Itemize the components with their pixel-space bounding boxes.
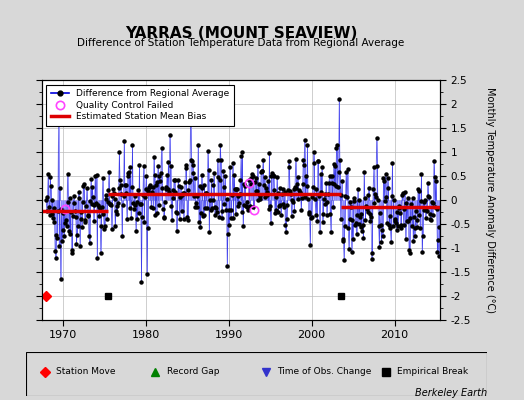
- Y-axis label: Monthly Temperature Anomaly Difference (°C): Monthly Temperature Anomaly Difference (…: [485, 87, 495, 313]
- Text: Empirical Break: Empirical Break: [397, 367, 468, 376]
- Legend: Difference from Regional Average, Quality Control Failed, Estimated Station Mean: Difference from Regional Average, Qualit…: [47, 84, 234, 126]
- Text: Station Move: Station Move: [56, 367, 116, 376]
- Text: Record Gap: Record Gap: [167, 367, 220, 376]
- Text: Difference of Station Temperature Data from Regional Average: Difference of Station Temperature Data f…: [78, 38, 405, 48]
- Text: YARRAS (MOUNT SEAVIEW): YARRAS (MOUNT SEAVIEW): [125, 26, 357, 41]
- Text: Time of Obs. Change: Time of Obs. Change: [278, 367, 372, 376]
- Text: Berkeley Earth: Berkeley Earth: [415, 388, 487, 398]
